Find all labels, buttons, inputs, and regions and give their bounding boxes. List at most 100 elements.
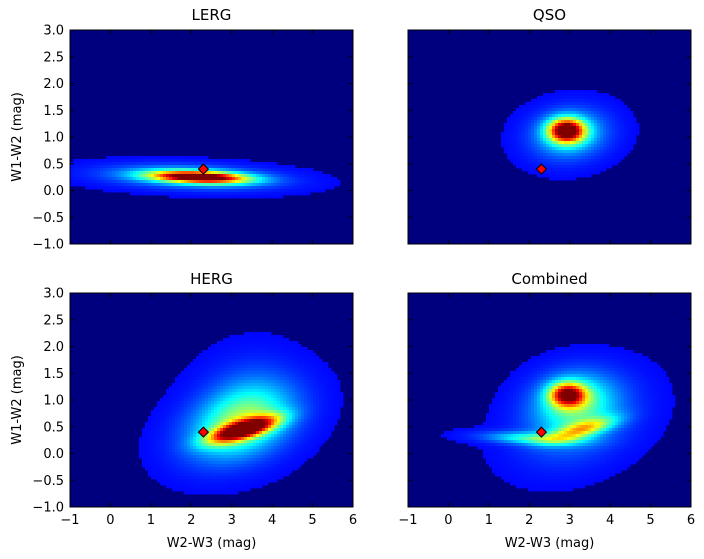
heatmap-cell xyxy=(157,183,161,187)
heatmap-cell xyxy=(579,153,583,157)
heatmap-cell xyxy=(205,174,209,178)
heatmap-cell xyxy=(208,386,212,390)
heatmap-cell xyxy=(274,458,278,462)
heatmap-cell xyxy=(543,123,547,127)
heatmap-cell xyxy=(621,126,625,130)
heatmap-cell xyxy=(504,144,508,148)
heatmap-cell xyxy=(262,374,266,378)
heatmap-cell xyxy=(205,383,209,387)
heatmap-cell xyxy=(259,443,263,447)
heatmap-cell xyxy=(295,353,299,357)
heatmap-cell xyxy=(214,479,218,483)
heatmap-cell xyxy=(567,132,571,136)
heatmap-cell xyxy=(175,416,179,420)
heatmap-cell xyxy=(172,404,176,408)
heatmap-cell xyxy=(214,446,218,450)
heatmap-cell xyxy=(298,177,302,181)
heatmap-cell xyxy=(166,464,170,468)
heatmap-cell xyxy=(187,156,191,160)
heatmap-cell xyxy=(304,422,308,426)
heatmap-cell xyxy=(226,386,230,390)
heatmap-cell xyxy=(244,419,248,423)
heatmap-cell xyxy=(304,416,308,420)
heatmap-cell xyxy=(121,168,125,172)
heatmap-cell xyxy=(118,174,122,178)
heatmap-cell xyxy=(633,141,637,145)
heatmap-cell xyxy=(618,102,622,106)
heatmap-cell xyxy=(615,132,619,136)
heatmap-cell xyxy=(552,96,556,100)
heatmap-cell xyxy=(325,416,329,420)
heatmap-cell xyxy=(178,380,182,384)
heatmap-cell xyxy=(118,183,122,187)
heatmap-cell xyxy=(235,365,239,369)
heatmap-cell xyxy=(268,455,272,459)
heatmap-cell xyxy=(220,159,224,163)
heatmap-cell xyxy=(226,371,230,375)
heatmap-cell xyxy=(540,174,544,178)
heatmap xyxy=(70,156,341,199)
heatmap-cell xyxy=(615,129,619,133)
heatmap-cell xyxy=(238,401,242,405)
heatmap-cell xyxy=(115,180,119,184)
heatmap-cell xyxy=(157,449,161,453)
heatmap-cell xyxy=(136,174,140,178)
heatmap-cell xyxy=(163,416,167,420)
heatmap-cell xyxy=(310,413,314,417)
heatmap-cell xyxy=(112,156,116,160)
heatmap-cell xyxy=(274,162,278,166)
heatmap-cell xyxy=(226,455,230,459)
heatmap-cell xyxy=(151,425,155,429)
heatmap-cell xyxy=(172,452,176,456)
heatmap-cell xyxy=(615,162,619,166)
heatmap-cell xyxy=(262,186,266,190)
heatmap-cell xyxy=(133,189,137,193)
heatmap-cell xyxy=(307,192,311,196)
heatmap-cell xyxy=(232,413,236,417)
heatmap-cell xyxy=(154,186,158,190)
heatmap-cell xyxy=(220,482,224,486)
heatmap-cell xyxy=(247,380,251,384)
heatmap-cell xyxy=(283,398,287,402)
heatmap-cell xyxy=(519,111,523,115)
heatmap-cell xyxy=(196,401,200,405)
heatmap-cell xyxy=(561,99,565,103)
heatmap-cell xyxy=(223,485,227,489)
heatmap-cell xyxy=(160,171,164,175)
heatmap-cell xyxy=(235,413,239,417)
heatmap-cell xyxy=(94,186,98,190)
heatmap-cell xyxy=(145,461,149,465)
heatmap-cell xyxy=(618,150,622,154)
diamond-marker xyxy=(197,426,210,438)
heatmap-cell xyxy=(142,168,146,172)
heatmap-cell xyxy=(214,467,218,471)
heatmap-cell xyxy=(268,425,272,429)
heatmap-cell xyxy=(214,180,218,184)
heatmap-cell xyxy=(202,443,206,447)
heatmap-cell xyxy=(217,446,221,450)
heatmap-cell xyxy=(340,395,344,399)
heatmap-cell xyxy=(331,395,335,399)
heatmap-cell xyxy=(555,138,559,142)
heatmap-cell xyxy=(145,449,149,453)
heatmap-cell xyxy=(199,416,203,420)
heatmap-cell xyxy=(256,356,260,360)
heatmap-cell xyxy=(172,159,176,163)
heatmap-cell xyxy=(549,144,553,148)
heatmap-cell xyxy=(217,443,221,447)
heatmap-cell xyxy=(244,446,248,450)
heatmap-cell xyxy=(280,174,284,178)
heatmap-cell xyxy=(196,470,200,474)
heatmap-cell xyxy=(603,168,607,172)
heatmap-cell xyxy=(286,192,290,196)
heatmap-cell xyxy=(271,449,275,453)
heatmap-cell xyxy=(325,404,329,408)
heatmap-cell xyxy=(549,96,553,100)
heatmap-cell xyxy=(513,135,517,139)
heatmap-cell xyxy=(94,159,98,163)
heatmap-cell xyxy=(163,189,167,193)
heatmap-cell xyxy=(172,455,176,459)
heatmap-cell xyxy=(289,174,293,178)
heatmap-cell xyxy=(154,470,158,474)
heatmap-cell xyxy=(232,386,236,390)
